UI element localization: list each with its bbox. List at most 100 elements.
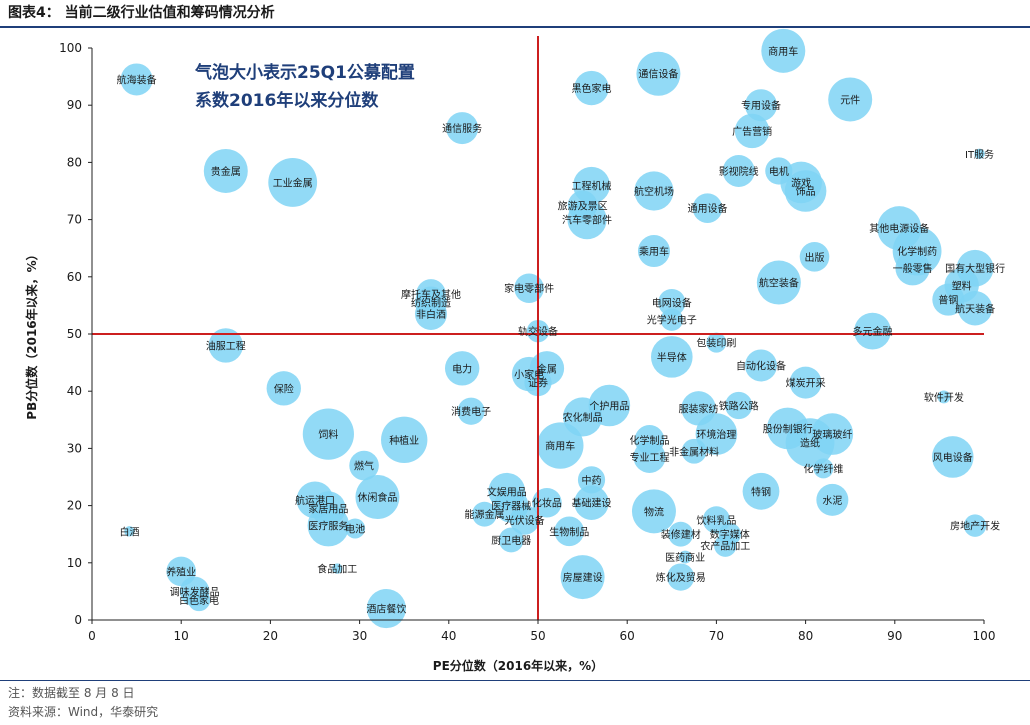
bubble-65 bbox=[681, 438, 707, 464]
bubble-label-85: 化学纤维 bbox=[803, 462, 843, 475]
x-tick-label: 10 bbox=[174, 629, 189, 643]
bubble-label-61: 包装印刷 bbox=[696, 337, 736, 350]
bubble-label-36: 化妆品 bbox=[532, 497, 562, 510]
bubble-label-79: 饰品 bbox=[796, 185, 816, 198]
footer-rule bbox=[0, 680, 1030, 681]
bubble-45 bbox=[577, 466, 606, 494]
bubble-98 bbox=[963, 514, 987, 537]
bubble-4 bbox=[268, 158, 318, 207]
bubble-label-52: 光学光电子 bbox=[647, 314, 697, 327]
bubble-36 bbox=[532, 487, 562, 518]
title-rule bbox=[0, 26, 1030, 28]
bubble-15 bbox=[332, 563, 343, 574]
bubble-label-30: 证券 bbox=[528, 377, 548, 390]
bubble-14 bbox=[345, 518, 366, 539]
bubble-3 bbox=[203, 148, 248, 193]
bubble-93 bbox=[932, 283, 965, 316]
bubble-label-13: 医疗服务 bbox=[308, 520, 348, 533]
bubble-label-58: 医药商业 bbox=[665, 551, 705, 564]
x-tick-label: 20 bbox=[263, 629, 278, 643]
bubble-label-22: 纺织制造 bbox=[411, 297, 451, 310]
bubble-51 bbox=[658, 288, 686, 317]
bubble-25 bbox=[457, 397, 485, 425]
y-tick-label: 20 bbox=[67, 499, 82, 513]
bubble-label-21: 摩托车及其他 bbox=[401, 288, 461, 301]
bubble-label-69: 专用设备 bbox=[741, 99, 781, 112]
bubble-69 bbox=[745, 89, 777, 122]
bubble-label-3: 贵金属 bbox=[211, 165, 241, 178]
bubble-label-11: 航运港口 bbox=[295, 494, 335, 507]
bubble-label-65: 非金属材料 bbox=[669, 445, 719, 458]
bubble-63 bbox=[725, 391, 753, 420]
bubble-8 bbox=[349, 450, 379, 481]
bubble-80 bbox=[799, 241, 830, 272]
bubble-60 bbox=[692, 193, 723, 223]
bubble-label-66: 饮料乳品 bbox=[696, 514, 736, 527]
bubble-label-51: 电网设备 bbox=[652, 297, 692, 310]
bubble-label-95: IT服务 bbox=[965, 148, 994, 161]
x-axis-title: PE分位数（2016年以来，%） bbox=[433, 658, 603, 673]
bubble-75 bbox=[742, 472, 780, 510]
bubble-label-57: 装修建材 bbox=[661, 528, 701, 541]
y-tick-label: 90 bbox=[67, 98, 82, 112]
bubble-20 bbox=[446, 112, 479, 145]
bubble-label-89: 化学制药 bbox=[897, 245, 937, 258]
bubble-71 bbox=[722, 154, 755, 187]
bubble-label-38: 黑色家电 bbox=[572, 82, 612, 95]
bubble-label-49: 航空机场 bbox=[634, 185, 674, 198]
x-tick-label: 80 bbox=[798, 629, 813, 643]
bubble-label-62: 服装家纺 bbox=[679, 402, 719, 415]
y-tick-label: 40 bbox=[67, 384, 82, 398]
bubble-44 bbox=[537, 422, 584, 469]
bubble-2 bbox=[124, 526, 135, 537]
bubble-label-41: 汽车零部件 bbox=[562, 214, 612, 227]
bubble-79 bbox=[784, 170, 827, 212]
bubble-37 bbox=[554, 516, 585, 547]
bubble-label-42: 个护用品 bbox=[589, 400, 629, 413]
bubble-label-17: 调味发酵品 bbox=[170, 585, 220, 598]
bubble-84 bbox=[811, 413, 854, 455]
bubble-label-67: 数字媒体 bbox=[710, 528, 750, 541]
y-axis-title: PB分位数（2016年以来，%） bbox=[24, 248, 39, 419]
bubble-label-70: 广告营销 bbox=[732, 125, 772, 138]
bubble-label-43: 农化制品 bbox=[563, 411, 603, 424]
x-tick-label: 100 bbox=[973, 629, 996, 643]
bubble-label-19: 酒店餐饮 bbox=[366, 603, 406, 616]
bubble-label-60: 通用设备 bbox=[687, 202, 727, 215]
bubble-53 bbox=[651, 336, 693, 378]
bubble-label-84: 玻璃玻纤 bbox=[812, 428, 852, 441]
bubble-label-45: 中药 bbox=[582, 474, 602, 487]
bubble-label-83: 造纸 bbox=[800, 437, 820, 450]
bubble-label-92: 塑料 bbox=[952, 279, 972, 292]
bubble-label-72: 电机 bbox=[769, 165, 789, 178]
bubble-label-75: 特钢 bbox=[751, 485, 771, 498]
y-tick-label: 60 bbox=[67, 270, 82, 284]
bubble-68 bbox=[714, 534, 737, 557]
bubble-label-46: 基础建设 bbox=[572, 497, 612, 510]
bubble-90 bbox=[895, 251, 930, 286]
bubble-label-10: 休闲食品 bbox=[357, 491, 397, 504]
bubble-chart: 0 10 20 30 40 50 60 70 80 90 100 0 10 20 30 40 50 60 70 80 9… bbox=[24, 28, 1005, 673]
bubble-76 bbox=[761, 28, 806, 73]
bubble-label-26: 家电零部件 bbox=[504, 282, 554, 295]
y-tick-label: 80 bbox=[67, 155, 82, 169]
bubble-label-73: 航空装备 bbox=[759, 277, 799, 290]
bubble-55 bbox=[633, 440, 666, 473]
bubble-52 bbox=[660, 308, 683, 331]
bubble-13 bbox=[307, 504, 350, 547]
bubble-label-68: 农产品加工 bbox=[700, 540, 750, 553]
bubble-label-96: 软件开发 bbox=[924, 391, 964, 404]
bubble-64 bbox=[695, 413, 738, 455]
bubble-35 bbox=[498, 527, 524, 553]
bubble-6 bbox=[266, 371, 301, 406]
data-note: 注：数据截至 8 月 8 日 bbox=[8, 686, 135, 700]
bubble-label-18: 白色家电 bbox=[179, 594, 219, 607]
x-tick-label: 50 bbox=[530, 629, 545, 643]
bubble-label-5: 油服工程 bbox=[206, 339, 246, 352]
bubble-56 bbox=[631, 489, 676, 534]
y-tick-label: 10 bbox=[67, 556, 82, 570]
bubble-label-88: 其他电源设备 bbox=[869, 222, 929, 235]
y-tick-label: 0 bbox=[74, 613, 82, 627]
bubble-label-74: 自动化设备 bbox=[736, 359, 786, 372]
